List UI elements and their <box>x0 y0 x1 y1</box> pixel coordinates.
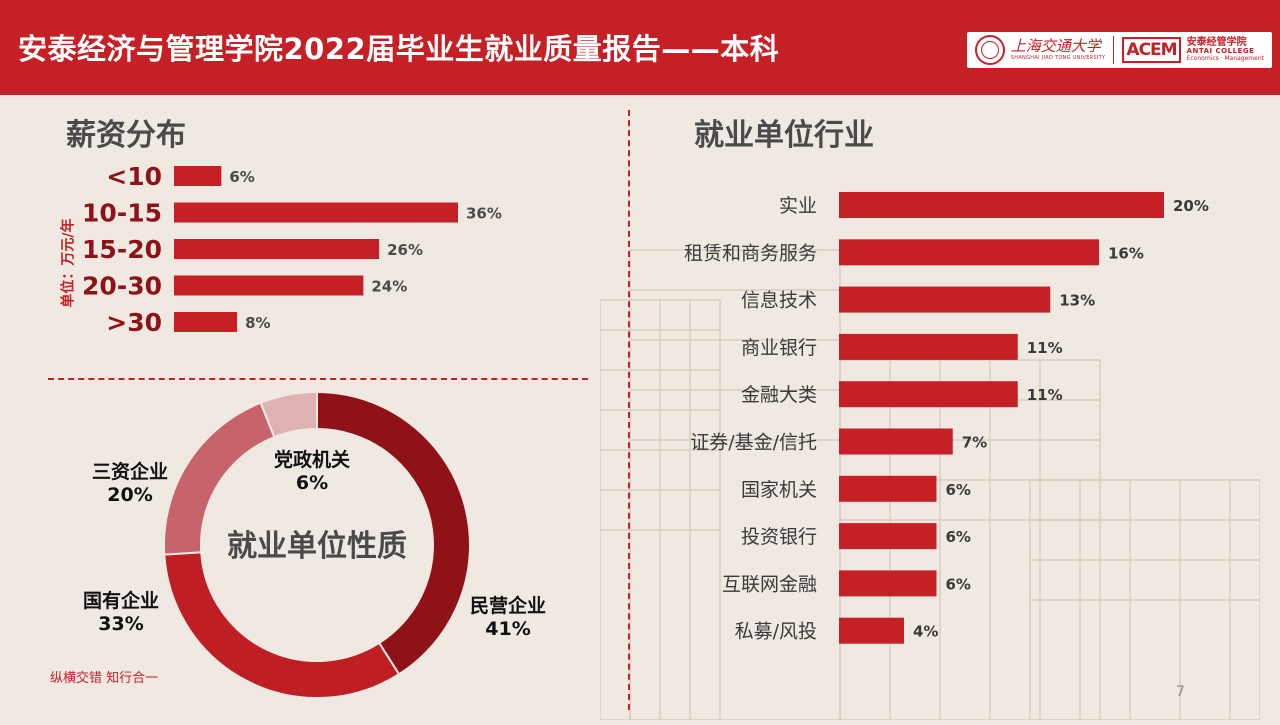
salary-bar-chart: <10 6% 10-15 36% 15-20 26% 20-30 24% >30 8% <box>82 162 502 337</box>
industry-value-label: 6% <box>946 481 971 499</box>
industry-value-label: 4% <box>913 623 938 641</box>
industry-bar <box>839 617 904 644</box>
donut-slice <box>163 551 401 699</box>
industry-category-label: 实业 <box>779 195 817 217</box>
industry-value-label: 13% <box>1059 292 1095 310</box>
header-bar: 安泰经济与管理学院2022届毕业生就业质量报告——本科 上海交通大学 SHANG… <box>0 0 1280 95</box>
salary-value-label: 24% <box>371 278 407 296</box>
industry-category-label: 证券/基金/信托 <box>690 432 817 454</box>
salary-value-label: 36% <box>466 205 502 223</box>
building-illustration <box>600 249 1260 720</box>
antai-logo-text: 安泰经管学院 ANTAI COLLEGE Economics · Managem… <box>1186 36 1264 62</box>
salary-category-label: 10-15 <box>82 199 162 228</box>
vertical-divider <box>628 110 630 710</box>
page-title: 安泰经济与管理学院2022届毕业生就业质量报告——本科 <box>18 32 780 66</box>
industry-chart-title: 就业单位行业 <box>694 118 874 153</box>
salary-category-label: >30 <box>106 308 162 337</box>
industry-value-label: 6% <box>946 528 971 546</box>
industry-bar <box>839 570 937 597</box>
antai-logo-en: ANTAI COLLEGE <box>1186 47 1255 56</box>
antai-logo-en-sub: Economics · Management <box>1186 54 1264 62</box>
acem-logo: ACEM <box>1122 37 1181 63</box>
donut-slice <box>259 390 318 439</box>
industry-value-label: 11% <box>1027 386 1063 404</box>
industry-bar <box>839 286 1051 313</box>
donut-slice-label: 三资企业 <box>92 460 168 483</box>
industry-value-label: 20% <box>1173 197 1209 215</box>
salary-category-label: 20-30 <box>82 272 162 301</box>
industry-bar-chart: 实业 20% 租赁和商务服务 16% 信息技术 13% 商业银行 11% 金融大类 11% 证券/基… <box>684 192 1209 644</box>
industry-value-label: 11% <box>1027 339 1063 357</box>
industry-bar <box>839 523 937 550</box>
donut-slice-value: 20% <box>107 484 152 506</box>
industry-category-label: 金融大类 <box>741 384 817 406</box>
industry-category-label: 投资银行 <box>741 526 817 548</box>
donut-slice-label: 民营企业 <box>470 594 546 617</box>
industry-bar <box>839 381 1018 408</box>
industry-category-label: 互联网金融 <box>722 573 817 595</box>
donut-slice-value: 41% <box>485 618 530 640</box>
industry-value-label: 16% <box>1108 244 1144 262</box>
salary-value-label: 26% <box>387 241 423 259</box>
salary-value-label: 8% <box>245 314 270 332</box>
industry-category-label: 私募/风投 <box>735 621 817 643</box>
salary-bar <box>174 202 458 223</box>
industry-value-label: 7% <box>962 434 987 452</box>
logo-group: 上海交通大学 SHANGHAI JIAO TONG UNIVERSITY ACE… <box>966 32 1272 68</box>
sjtu-seal-logo <box>974 35 1005 65</box>
slogan: 纵横交错 知行合一 <box>50 671 159 686</box>
salary-value-label: 6% <box>229 168 254 186</box>
logo-divider <box>1113 36 1115 64</box>
donut-slice-label: 党政机关 <box>274 448 350 471</box>
donut-slice-value: 6% <box>296 472 328 494</box>
salary-bar <box>174 312 238 332</box>
industry-bar <box>839 239 1099 266</box>
industry-value-label: 6% <box>946 575 971 593</box>
salary-bar <box>174 275 364 296</box>
industry-bar <box>839 192 1164 218</box>
salary-chart-title: 薪资分布 <box>66 118 186 153</box>
salary-category-label: 15-20 <box>82 235 162 264</box>
sjtu-logo-text: 上海交通大学 SHANGHAI JIAO TONG UNIVERSITY <box>1011 39 1106 61</box>
industry-category-label: 租赁和商务服务 <box>684 242 817 264</box>
industry-category-label: 信息技术 <box>741 290 817 312</box>
antai-logo-cn: 安泰经管学院 <box>1186 36 1247 48</box>
sjtu-logo-en: SHANGHAI JIAO TONG UNIVERSITY <box>1010 55 1106 61</box>
industry-bar <box>839 475 937 502</box>
horizontal-divider <box>48 378 588 380</box>
donut-slice-label: 国有企业 <box>83 589 159 612</box>
industry-bar <box>839 428 953 455</box>
industry-bar <box>839 333 1018 360</box>
donut-center-title: 就业单位性质 <box>227 529 407 564</box>
donut-slice <box>316 390 471 676</box>
industry-category-label: 商业银行 <box>741 337 817 359</box>
donut-slice-value: 33% <box>98 613 143 635</box>
sjtu-logo-cn: 上海交通大学 <box>1010 37 1101 55</box>
industry-category-label: 国家机关 <box>741 479 817 501</box>
salary-bar <box>174 166 222 186</box>
salary-bar <box>174 239 380 259</box>
salary-category-label: <10 <box>106 162 162 191</box>
page-number: 7 <box>1176 684 1185 700</box>
